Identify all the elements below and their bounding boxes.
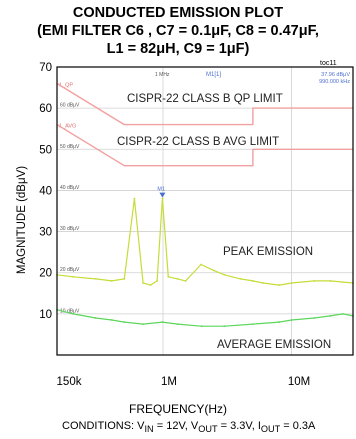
series-point [252,323,254,326]
series-point [142,323,144,326]
y-tick-label: 10 [39,309,52,321]
y-tick-label: 20 [39,268,52,280]
series-line-cispr-22-class-b-qp-limit [56,82,353,126]
y-tick-label: 30 [39,227,52,239]
marker-tag: M1[1] [206,72,221,78]
chart-title-line-3: L1 = 82μH, C9 = 1μF) [106,41,250,57]
plot-border [56,66,354,356]
qp-line-tag: 1_QP [59,82,73,88]
annotation-peak-emission: PEAK EMISSION [223,246,313,258]
ref-level-label: 10 dBμV [60,308,80,314]
series-point [161,321,164,323]
x-tick-label: 150k [57,376,82,388]
ref-level-label: 50 dBμV [60,144,80,150]
chart-title-line-2: (EMI FILTER C6 , C7 = 0.1μF, C8 = 0.47μF… [37,23,319,39]
series-point [133,197,136,200]
series-point [290,319,293,321]
series-point [239,277,242,280]
series-point [262,282,264,284]
conditions-note: CONDITIONS: VIN = 12V, VOUT = 3.3V, IOUT… [62,420,316,435]
series-point [223,325,226,328]
series-point [72,312,74,315]
ref-level-label: 20 dBμV [60,267,80,273]
series-point [167,275,170,278]
series-point [176,323,179,326]
series-point [290,282,293,284]
series-line-peak-emission [56,198,354,286]
figure-id: toc11 [320,60,337,67]
series-point [329,280,332,282]
series-point [94,317,97,319]
annotation-average-emission: AVERAGE EMISSION [217,339,331,351]
series-point [341,312,344,315]
series-point [213,269,216,272]
ref-level-label: 60 dBμV [60,103,80,109]
x-tick-label: 1M [161,376,177,388]
plot-area [57,67,353,355]
series-point [94,277,97,280]
series-point [156,280,158,282]
series-point [142,282,144,284]
x-tick-label: 10M [288,376,310,388]
series-line-cispr-22-class-b-avg-limit [56,124,353,167]
marker-readout-level: 37.96 dBμV [321,72,350,78]
chart-title-line-1: CONDUCTED EMISSION PLOT [72,5,284,21]
y-tick-label: 50 [39,144,52,156]
series-point [313,317,316,319]
annotation-avg-limit: CISPR-22 CLASS B AVG LIMIT [117,136,279,148]
series-point [329,315,332,317]
series-point [110,280,113,282]
series-point [149,284,152,286]
series-point [110,319,113,321]
marker-readout-frequency: 990.000 kHz [319,79,350,85]
series-point [313,280,316,282]
y-tick-label: 60 [39,103,52,115]
series-point [176,277,179,280]
series-point [200,263,203,266]
avg-line-tag: 1_AVG [59,124,76,130]
series-point [161,197,164,200]
series-point [278,321,281,323]
series-point [200,325,203,328]
series-point [223,273,226,276]
marker-m1-label: M1 [157,187,165,193]
series-point [252,280,254,282]
annotation-qp-limit: CISPR-22 CLASS B QP LIMIT [127,93,283,105]
x-axis-label: FREQUENCY(Hz) [129,402,227,416]
y-tick-label: 70 [39,62,52,74]
ref-level-label: 30 dBμV [60,226,80,232]
y-tick-label: 40 [39,185,52,197]
series-point [184,280,187,282]
top-frequency-label: 1 MHz [155,72,170,78]
series-point [72,275,74,278]
marker-m1-icon [159,192,166,198]
series-point [278,284,281,286]
ref-level-label: 40 dBμV [60,185,80,191]
series-point [123,321,126,323]
series-point [123,277,126,280]
